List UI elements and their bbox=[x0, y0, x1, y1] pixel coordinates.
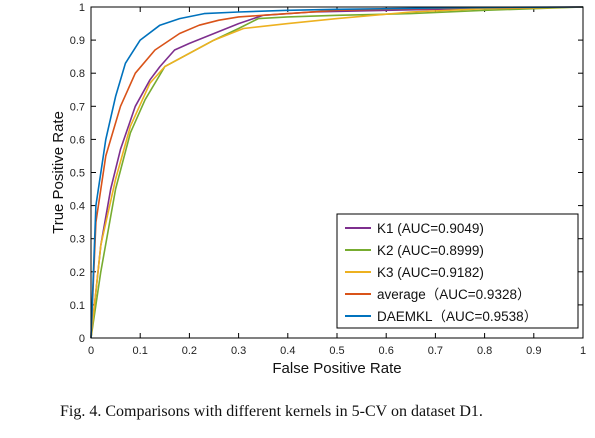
y-tick-label: 0.4 bbox=[70, 201, 85, 213]
x-tick-label: 0 bbox=[88, 345, 94, 357]
legend-entry-label: DAEMKL（AUC=0.9538） bbox=[377, 309, 537, 324]
legend: K1 (AUC=0.9049) K2 (AUC=0.8999) K3 (AUC=0.… bbox=[336, 213, 579, 329]
y-tick-label: 0.2 bbox=[70, 267, 85, 279]
series-line-1 bbox=[90, 6, 584, 339]
y-tick-label: 0.5 bbox=[70, 168, 85, 180]
y-tick-label: 0 bbox=[79, 333, 85, 345]
legend-entry-label: K1 (AUC=0.9049) bbox=[377, 221, 484, 236]
figure-caption: Fig. 4. Comparisons with different kerne… bbox=[60, 403, 483, 420]
legend-entry-label: K2 (AUC=0.8999) bbox=[377, 243, 484, 258]
x-axis-label: False Positive Rate bbox=[272, 360, 401, 377]
x-tick-label: 0.5 bbox=[329, 345, 344, 357]
x-tick-label: 0.4 bbox=[280, 345, 295, 357]
plot-frame bbox=[90, 6, 584, 339]
x-tick-label: 0.1 bbox=[133, 345, 148, 357]
y-tick-label: 0.7 bbox=[70, 101, 85, 113]
x-tick-label: 0.2 bbox=[182, 345, 197, 357]
series-line-3 bbox=[90, 6, 584, 339]
series-line-5 bbox=[90, 6, 584, 339]
x-tick-label: 1 bbox=[580, 345, 586, 357]
x-tick-label: 0.7 bbox=[428, 345, 443, 357]
y-tick-label: 0.6 bbox=[70, 134, 85, 146]
y-tick-label: 0.9 bbox=[70, 35, 85, 47]
series-lines bbox=[90, 6, 584, 339]
legend-entry-label: average（AUC=0.9328） bbox=[377, 287, 530, 302]
x-tick-label: 0.8 bbox=[477, 345, 492, 357]
y-tick-label: 0.8 bbox=[70, 68, 85, 80]
x-tick-label: 0.9 bbox=[526, 345, 541, 357]
y-axis-label: True Positive Rate bbox=[50, 111, 67, 234]
y-tick-label: 0.1 bbox=[70, 300, 85, 312]
legend-box bbox=[336, 213, 579, 329]
x-tick-label: 0.3 bbox=[231, 345, 246, 357]
legend-entry-label: K3 (AUC=0.9182) bbox=[377, 265, 484, 280]
x-tick-label: 0.6 bbox=[379, 345, 394, 357]
ticks-layer: 0 0.1 0.2 0.3 0.4 0.5 0.6 0.7 0.8 0.9 1 0 0.1 0.2 0.3 0… bbox=[70, 2, 586, 357]
y-tick-label: 0.3 bbox=[70, 234, 85, 246]
y-tick-label: 1 bbox=[79, 2, 85, 14]
